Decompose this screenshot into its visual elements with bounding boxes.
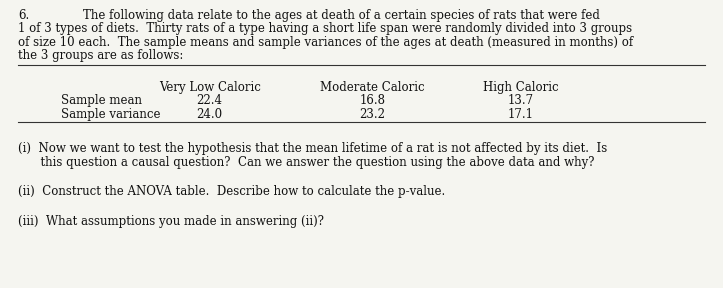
Text: this question a causal question?  Can we answer the question using the above dat: this question a causal question? Can we … [18, 156, 594, 169]
Text: Sample mean: Sample mean [61, 94, 142, 107]
Text: The following data relate to the ages at death of a certain species of rats that: The following data relate to the ages at… [83, 9, 600, 22]
Text: 22.4: 22.4 [197, 94, 223, 107]
Text: (ii)  Construct the ANOVA table.  Describe how to calculate the p-value.: (ii) Construct the ANOVA table. Describe… [18, 185, 445, 198]
Text: 6.: 6. [18, 9, 30, 22]
Text: Moderate Caloric: Moderate Caloric [320, 81, 424, 94]
Text: 16.8: 16.8 [359, 94, 385, 107]
Text: High Caloric: High Caloric [483, 81, 558, 94]
Text: 23.2: 23.2 [359, 108, 385, 121]
Text: Sample variance: Sample variance [61, 108, 161, 121]
Text: 24.0: 24.0 [197, 108, 223, 121]
Text: of size 10 each.  The sample means and sample variances of the ages at death (me: of size 10 each. The sample means and sa… [18, 36, 633, 49]
Text: (i)  Now we want to test the hypothesis that the mean lifetime of a rat is not a: (i) Now we want to test the hypothesis t… [18, 142, 607, 156]
Text: the 3 groups are as follows:: the 3 groups are as follows: [18, 49, 184, 62]
Text: 13.7: 13.7 [508, 94, 534, 107]
Text: (iii)  What assumptions you made in answering (ii)?: (iii) What assumptions you made in answe… [18, 215, 324, 228]
Text: Very Low Caloric: Very Low Caloric [159, 81, 260, 94]
Text: 1 of 3 types of diets.  Thirty rats of a type having a short life span were rand: 1 of 3 types of diets. Thirty rats of a … [18, 22, 632, 35]
Text: 17.1: 17.1 [508, 108, 534, 121]
